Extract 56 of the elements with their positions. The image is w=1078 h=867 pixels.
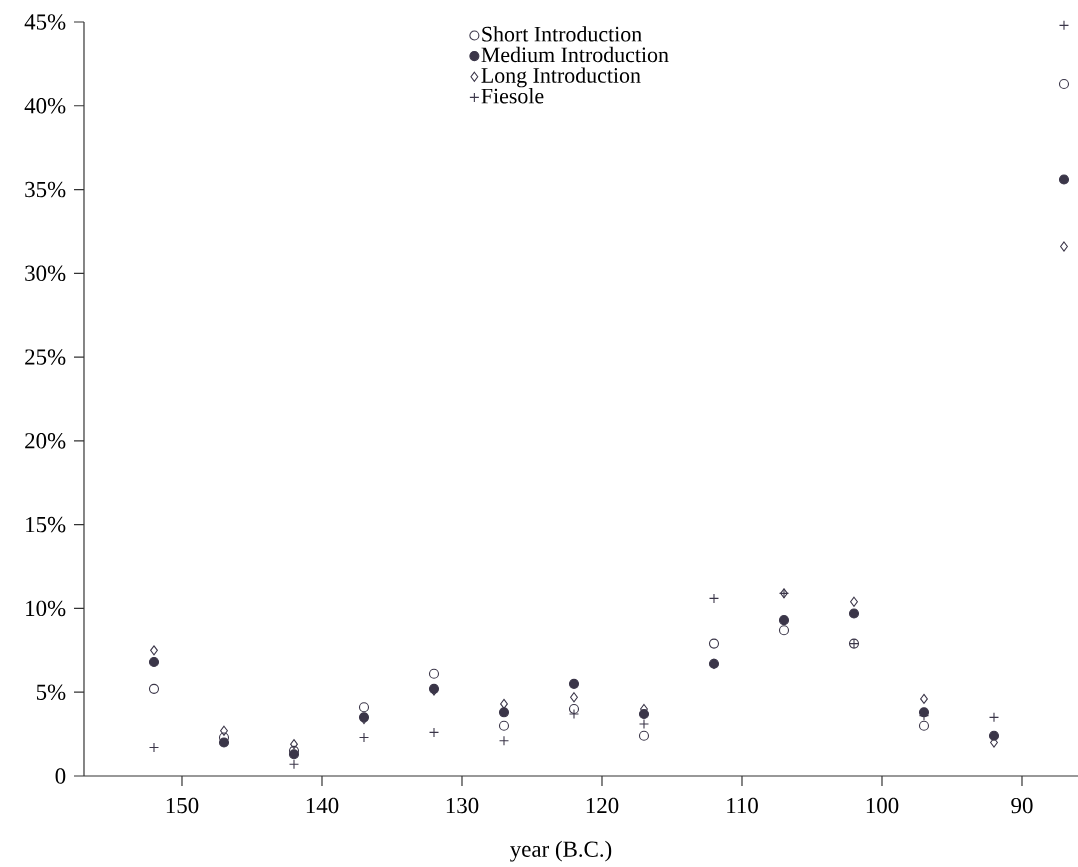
point [778, 615, 790, 626]
point [150, 645, 158, 656]
point [568, 708, 580, 720]
point [1058, 78, 1070, 90]
point [988, 712, 1000, 723]
point [500, 698, 508, 709]
y-tick-label: 10% [26, 600, 66, 617]
point [568, 703, 580, 715]
point [288, 759, 300, 770]
point [288, 749, 300, 760]
point [148, 657, 160, 668]
x-tick-label: 90 [1011, 797, 1033, 814]
point [708, 593, 720, 604]
legend-label: Long Introduction [481, 67, 641, 88]
y-tick-label: 5% [36, 684, 66, 700]
y-tick-label: 20% [25, 433, 66, 449]
legend-label: Medium Introduction [481, 46, 669, 63]
y-tick-label: 40% [24, 97, 66, 114]
x-axis-title: year (B.C.) [510, 840, 612, 862]
x-tick-label: 130 [446, 797, 479, 814]
point [1060, 241, 1068, 252]
x-tick-label: 100 [866, 797, 899, 814]
point [218, 737, 230, 748]
point [358, 702, 370, 713]
point [498, 707, 510, 718]
legend-label: Fiesole [481, 88, 544, 104]
point [220, 725, 228, 736]
point [850, 596, 858, 607]
point [778, 625, 790, 636]
y-tick-label: 0 [55, 768, 66, 784]
point [148, 683, 160, 694]
point [848, 608, 860, 619]
point [988, 730, 1000, 741]
x-tick-label: 120 [586, 797, 619, 814]
point [428, 727, 440, 738]
point [570, 692, 578, 703]
x-tick-label: 110 [727, 797, 758, 814]
y-tick-label: 15% [26, 516, 66, 533]
point [568, 678, 580, 689]
point [638, 719, 650, 730]
y-tick-label: 25% [25, 349, 66, 365]
x-tick-label: 150 [166, 797, 199, 814]
point [498, 720, 510, 731]
y-tick-label: 35% [25, 181, 66, 198]
legend-label: Short Introduction [482, 26, 642, 42]
point [920, 693, 928, 704]
point [918, 720, 930, 731]
y-tick-label: 30% [25, 265, 66, 282]
point [638, 730, 650, 741]
point [708, 638, 720, 649]
y-tick-label: 45% [24, 14, 66, 30]
point [290, 739, 298, 750]
point [1058, 20, 1070, 31]
point [498, 735, 510, 746]
point [428, 668, 440, 679]
x-tick-label: 140 [306, 797, 339, 814]
